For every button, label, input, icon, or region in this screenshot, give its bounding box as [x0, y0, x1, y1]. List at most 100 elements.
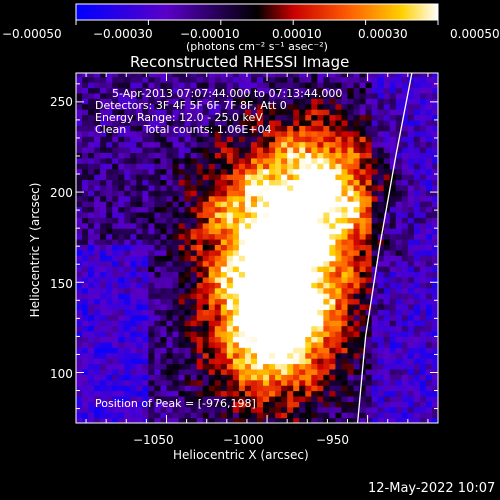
heatmap-cell	[220, 222, 228, 229]
heatmap-cell	[178, 325, 186, 332]
heatmap-cell	[154, 228, 162, 235]
heatmap-cell	[311, 347, 318, 354]
heatmap-cell	[76, 417, 83, 423]
heatmap-cell	[250, 293, 258, 300]
heatmap-cell	[76, 201, 83, 208]
heatmap-cell	[172, 152, 180, 159]
heatmap-cell	[184, 130, 192, 137]
heatmap-cell	[112, 298, 119, 305]
heatmap-cell	[359, 352, 367, 359]
heatmap-cell	[257, 217, 264, 224]
heatmap-cell	[244, 141, 252, 148]
heatmap-cell	[202, 82, 210, 89]
heatmap-cell	[353, 363, 361, 370]
heatmap-cell	[202, 363, 210, 370]
heatmap-cell	[166, 73, 174, 78]
heatmap-cell	[413, 184, 421, 191]
heatmap-cell	[88, 358, 95, 365]
heatmap-cell	[359, 266, 367, 273]
heatmap-cell	[82, 352, 89, 359]
heatmap-cell	[377, 260, 385, 267]
heatmap-cell	[293, 114, 300, 121]
heatmap-cell	[130, 109, 137, 116]
heatmap-cell	[407, 174, 415, 181]
heatmap-cell	[407, 249, 415, 256]
heatmap-cell	[317, 330, 324, 337]
heatmap-cell	[130, 228, 137, 235]
heatmap-cell	[196, 406, 204, 413]
heatmap-cell	[202, 287, 210, 294]
heatmap-cell	[341, 385, 349, 392]
heatmap-cell	[413, 82, 421, 89]
heatmap-cell	[347, 363, 355, 370]
heatmap-cell	[365, 358, 373, 365]
heatmap-cell	[407, 114, 415, 121]
heatmap-cell	[263, 287, 270, 294]
heatmap-cell	[142, 109, 149, 116]
heatmap-cell	[178, 146, 186, 153]
heatmap-cell	[196, 201, 204, 208]
heatmap-cell	[293, 266, 300, 273]
heatmap-cell	[118, 330, 125, 337]
heatmap-cell	[112, 76, 119, 83]
heatmap-cell	[94, 141, 101, 148]
heatmap-cell	[275, 201, 282, 208]
heatmap-cell	[263, 374, 270, 381]
heatmap-cell	[202, 401, 210, 408]
heatmap-cell	[202, 87, 210, 94]
heatmap-cell	[299, 228, 306, 235]
heatmap-cell	[136, 406, 143, 413]
heatmap-cell	[275, 287, 282, 294]
heatmap-cell	[323, 330, 330, 337]
heatmap-cell	[347, 92, 355, 99]
heatmap-cell	[232, 73, 240, 78]
heatmap-cell	[100, 201, 107, 208]
heatmap-cell	[365, 119, 373, 126]
heatmap-cell	[287, 293, 294, 300]
heatmap-cell	[377, 401, 385, 408]
heatmap-cell	[76, 406, 83, 413]
heatmap-cell	[202, 320, 210, 327]
heatmap-cell	[383, 341, 391, 348]
heatmap-cell	[226, 395, 234, 402]
heatmap-cell	[142, 238, 149, 245]
heatmap-cell	[347, 320, 355, 327]
heatmap-cell	[317, 73, 324, 78]
heatmap-cell	[419, 174, 427, 181]
heatmap-cell	[184, 114, 192, 121]
heatmap-cell	[160, 282, 168, 289]
heatmap-cell	[202, 125, 210, 132]
heatmap-cell	[88, 412, 95, 419]
heatmap-cell	[395, 217, 403, 224]
heatmap-cell	[383, 163, 391, 170]
heatmap-cell	[220, 152, 228, 159]
heatmap-cell	[196, 260, 204, 267]
heatmap-cell	[238, 130, 246, 137]
heatmap-cell	[232, 303, 240, 310]
heatmap-cell	[196, 385, 204, 392]
heatmap-cell	[347, 87, 355, 94]
heatmap-cell	[106, 141, 113, 148]
heatmap-cell	[106, 309, 113, 316]
heatmap-cell	[401, 163, 409, 170]
heatmap-cell	[383, 82, 391, 89]
heatmap-cell	[196, 119, 204, 126]
heatmap-cell	[383, 271, 391, 278]
heatmap-cell	[413, 276, 421, 283]
heatmap-cell	[130, 190, 137, 197]
heatmap-cell	[347, 298, 355, 305]
heatmap-cell	[425, 266, 433, 273]
heatmap-cell	[184, 395, 192, 402]
heatmap-cell	[395, 233, 403, 240]
heatmap-cell	[359, 320, 367, 327]
heatmap-cell	[136, 163, 143, 170]
heatmap-cell	[178, 298, 186, 305]
heatmap-cell	[287, 190, 294, 197]
heatmap-cell	[347, 287, 355, 294]
heatmap-cell	[299, 125, 306, 132]
heatmap-cell	[353, 211, 361, 218]
heatmap-cell	[335, 374, 343, 381]
heatmap-cell	[425, 163, 433, 170]
heatmap-cell	[76, 325, 83, 332]
heatmap-cell	[293, 325, 300, 332]
